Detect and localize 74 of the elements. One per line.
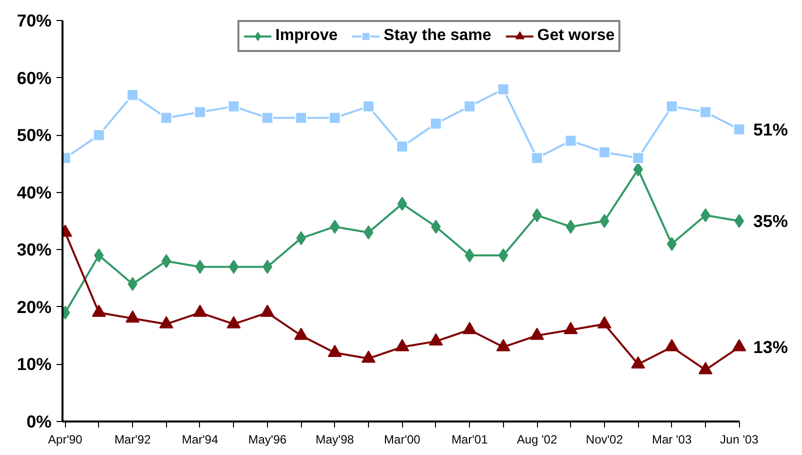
point: [328, 112, 341, 124]
point: [597, 316, 612, 328]
x-tick-label: Aug '02: [516, 432, 558, 446]
x-tick-label: Apr'90: [48, 432, 83, 446]
y-tick-label: 70%: [16, 10, 52, 30]
point: [228, 260, 239, 274]
y-tick-label: 10%: [16, 354, 52, 374]
point: [664, 339, 679, 352]
y-tick-label: 20%: [16, 296, 52, 317]
point: [362, 350, 376, 363]
point: [194, 106, 206, 118]
x-tick-label: Nov'02: [586, 432, 624, 446]
point: [193, 304, 207, 317]
point: [294, 328, 308, 340]
point: [126, 310, 140, 323]
point: [295, 112, 308, 124]
point: [566, 220, 576, 234]
point: [362, 100, 374, 112]
point: [632, 152, 644, 164]
point: [397, 196, 408, 211]
point: [92, 304, 106, 317]
point: [497, 83, 510, 96]
x-tick-label: May'96: [248, 432, 287, 446]
point: [734, 214, 744, 228]
point: [564, 322, 578, 334]
point: [530, 328, 544, 340]
y-tick-label: 60%: [16, 68, 52, 88]
point: [666, 100, 678, 112]
point: [700, 106, 712, 118]
legend-label: Stay the same: [384, 27, 492, 45]
point: [464, 100, 476, 112]
x-tick-label: Mar '03: [652, 432, 692, 446]
point: [666, 236, 677, 251]
point: [261, 112, 274, 124]
x-tick-label: Mar'94: [182, 432, 218, 446]
y-tick-label: 40%: [16, 182, 52, 202]
point: [428, 333, 443, 346]
y-tick-label: 50%: [16, 125, 52, 146]
point: [395, 339, 410, 352]
point: [733, 123, 746, 136]
point: [462, 322, 477, 334]
point: [226, 316, 241, 328]
y-tick-label: 30%: [16, 240, 52, 260]
x-tick-label: Jun '03: [720, 432, 759, 446]
point: [496, 339, 510, 352]
point: [126, 88, 139, 101]
x-tick-label: May'98: [316, 432, 354, 446]
point: [328, 344, 342, 358]
x-tick-label: Mar'92: [114, 432, 152, 446]
point: [564, 134, 577, 147]
point: [260, 304, 274, 317]
data-label: 51%: [753, 119, 788, 140]
point: [92, 129, 105, 142]
data-label: 13%: [753, 337, 788, 358]
y-tick-label: 0%: [26, 412, 52, 432]
point: [631, 356, 646, 368]
point: [598, 146, 610, 158]
point: [161, 254, 172, 268]
point: [159, 316, 174, 328]
point: [531, 152, 544, 164]
point: [498, 248, 508, 262]
data-label: 35%: [753, 211, 788, 231]
point: [600, 214, 610, 228]
point: [160, 112, 172, 124]
point: [430, 118, 442, 130]
x-tick-label: Mar'00: [384, 432, 421, 446]
point: [330, 220, 340, 234]
point: [396, 140, 408, 153]
point: [228, 100, 240, 112]
point: [732, 339, 746, 352]
x-tick-label: Mar'01: [451, 432, 488, 446]
legend-label: Improve: [275, 27, 338, 45]
point: [698, 362, 713, 374]
legend-label: Get worse: [537, 27, 615, 45]
